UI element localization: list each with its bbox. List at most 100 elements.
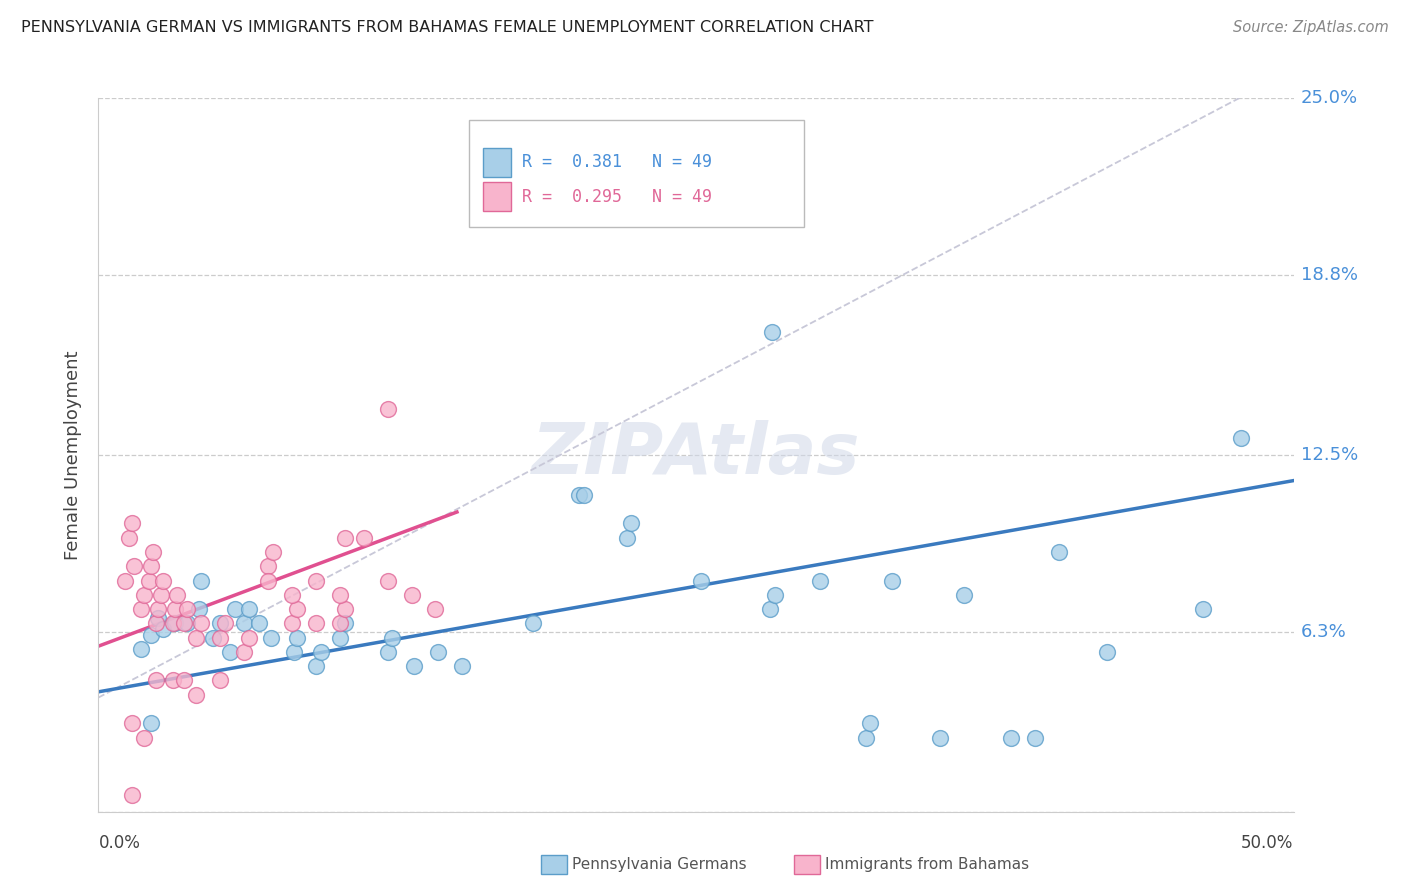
Text: 25.0%: 25.0% bbox=[1301, 89, 1358, 107]
Point bbox=[353, 531, 375, 545]
Point bbox=[450, 659, 472, 673]
Point bbox=[402, 659, 425, 673]
Point bbox=[132, 588, 155, 602]
Point bbox=[426, 645, 449, 659]
Point bbox=[568, 488, 591, 502]
Point bbox=[620, 516, 643, 531]
Point bbox=[138, 574, 160, 588]
Point bbox=[257, 574, 280, 588]
Point bbox=[173, 616, 195, 631]
Point bbox=[952, 588, 974, 602]
Point bbox=[377, 402, 399, 417]
Point bbox=[162, 673, 184, 688]
Text: PENNSYLVANIA GERMAN VS IMMIGRANTS FROM BAHAMAS FEMALE UNEMPLOYMENT CORRELATION C: PENNSYLVANIA GERMAN VS IMMIGRANTS FROM B… bbox=[21, 20, 873, 35]
Text: 6.3%: 6.3% bbox=[1301, 623, 1347, 640]
Point bbox=[139, 716, 162, 731]
Point bbox=[333, 616, 356, 631]
Point bbox=[163, 616, 186, 631]
Point bbox=[152, 574, 174, 588]
Point bbox=[148, 610, 170, 624]
Point bbox=[425, 602, 447, 616]
Point bbox=[247, 616, 270, 631]
Point bbox=[572, 488, 595, 502]
Point bbox=[281, 616, 304, 631]
Point bbox=[124, 559, 146, 574]
Point bbox=[1024, 731, 1046, 745]
Point bbox=[329, 631, 352, 645]
Point bbox=[259, 631, 281, 645]
Point bbox=[121, 788, 143, 802]
Point bbox=[333, 531, 356, 545]
Point bbox=[761, 325, 783, 339]
Point bbox=[305, 659, 328, 673]
Point bbox=[928, 731, 950, 745]
Point bbox=[377, 574, 399, 588]
Point bbox=[139, 628, 162, 642]
Point bbox=[202, 631, 225, 645]
Point bbox=[1230, 431, 1253, 445]
Point bbox=[145, 673, 167, 688]
Point bbox=[209, 616, 232, 631]
Point bbox=[329, 588, 352, 602]
Point bbox=[285, 602, 308, 616]
Point bbox=[219, 645, 242, 659]
Point bbox=[121, 516, 143, 531]
Point bbox=[238, 631, 260, 645]
Point bbox=[377, 645, 399, 659]
Point bbox=[309, 645, 332, 659]
Point bbox=[149, 588, 172, 602]
Text: 0.0%: 0.0% bbox=[98, 834, 141, 852]
Point bbox=[262, 545, 284, 559]
Text: R =  0.381   N = 49: R = 0.381 N = 49 bbox=[523, 153, 713, 171]
Point bbox=[162, 616, 184, 631]
Point bbox=[214, 616, 236, 631]
Point bbox=[190, 616, 212, 631]
Point bbox=[1095, 645, 1118, 659]
Point bbox=[131, 602, 153, 616]
Point bbox=[148, 602, 170, 616]
Point bbox=[283, 645, 305, 659]
Point bbox=[145, 616, 167, 631]
Text: Source: ZipAtlas.com: Source: ZipAtlas.com bbox=[1233, 20, 1389, 35]
Point bbox=[763, 588, 786, 602]
Point bbox=[333, 602, 356, 616]
Point bbox=[209, 631, 232, 645]
Point bbox=[166, 588, 188, 602]
Point bbox=[257, 559, 280, 574]
Point bbox=[233, 616, 256, 631]
Point bbox=[186, 631, 208, 645]
Point bbox=[1047, 545, 1070, 559]
Point bbox=[281, 588, 304, 602]
Text: R =  0.295   N = 49: R = 0.295 N = 49 bbox=[523, 187, 713, 205]
Point bbox=[859, 716, 882, 731]
Point bbox=[224, 602, 246, 616]
Point bbox=[808, 574, 831, 588]
Point bbox=[118, 531, 141, 545]
Point bbox=[152, 622, 174, 636]
Point bbox=[689, 574, 711, 588]
Point bbox=[163, 602, 186, 616]
Point bbox=[305, 616, 328, 631]
Point bbox=[142, 545, 165, 559]
Point bbox=[114, 574, 136, 588]
Text: ZIPAtlas: ZIPAtlas bbox=[531, 420, 860, 490]
Point bbox=[173, 673, 195, 688]
Point bbox=[139, 559, 162, 574]
Point bbox=[401, 588, 423, 602]
Point bbox=[285, 631, 308, 645]
Point bbox=[1000, 731, 1022, 745]
Point bbox=[121, 716, 143, 731]
Text: 18.8%: 18.8% bbox=[1301, 266, 1358, 284]
Point bbox=[880, 574, 903, 588]
Text: Immigrants from Bahamas: Immigrants from Bahamas bbox=[825, 857, 1029, 871]
Point bbox=[187, 602, 209, 616]
Point bbox=[855, 731, 877, 745]
Point bbox=[131, 642, 153, 657]
Text: 12.5%: 12.5% bbox=[1301, 446, 1358, 464]
Point bbox=[616, 531, 638, 545]
Text: Pennsylvania Germans: Pennsylvania Germans bbox=[572, 857, 747, 871]
Point bbox=[238, 602, 260, 616]
Point bbox=[381, 631, 404, 645]
Y-axis label: Female Unemployment: Female Unemployment bbox=[65, 351, 83, 559]
Point bbox=[190, 574, 212, 588]
